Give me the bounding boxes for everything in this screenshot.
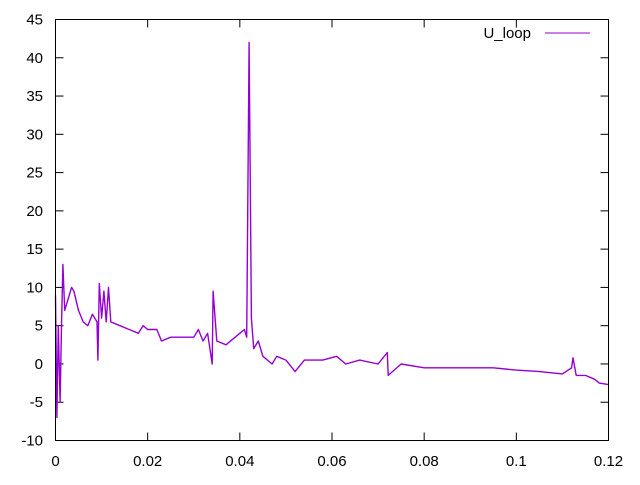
x-tick-label: 0.12 <box>594 453 623 470</box>
axis-ticks: -10 -5 0 5 10 15 20 25 30 35 40 45 0 0.02 0.04 0.06 0.08… <box>21 12 623 471</box>
y-tick-label: 25 <box>26 165 43 182</box>
y-tick-label: 40 <box>26 50 43 67</box>
y-tick-label: 20 <box>26 203 43 220</box>
legend: U_loop <box>483 25 590 42</box>
y-tick-label: 30 <box>26 126 43 143</box>
y-tick-label: 35 <box>26 88 43 105</box>
x-tick-label: 0.06 <box>317 453 346 470</box>
y-tick-label: -5 <box>30 394 43 411</box>
x-tick-label: 0 <box>51 453 59 470</box>
y-tick-label: 0 <box>35 356 43 373</box>
plot-border <box>55 19 609 441</box>
x-tick-label: 0.1 <box>506 453 527 470</box>
y-tick-label: 10 <box>26 279 43 296</box>
y-tick-label: 15 <box>26 241 43 258</box>
y-tick-label: -10 <box>21 433 43 450</box>
x-tick-label: 0.08 <box>410 453 439 470</box>
series-line-u-loop <box>54 41 609 419</box>
x-tick-label: 0.04 <box>225 453 254 470</box>
x-tick-label: 0.02 <box>133 453 162 470</box>
y-tick-label: 5 <box>35 318 43 335</box>
y-tick-label: 45 <box>26 12 43 29</box>
legend-label: U_loop <box>483 25 531 42</box>
